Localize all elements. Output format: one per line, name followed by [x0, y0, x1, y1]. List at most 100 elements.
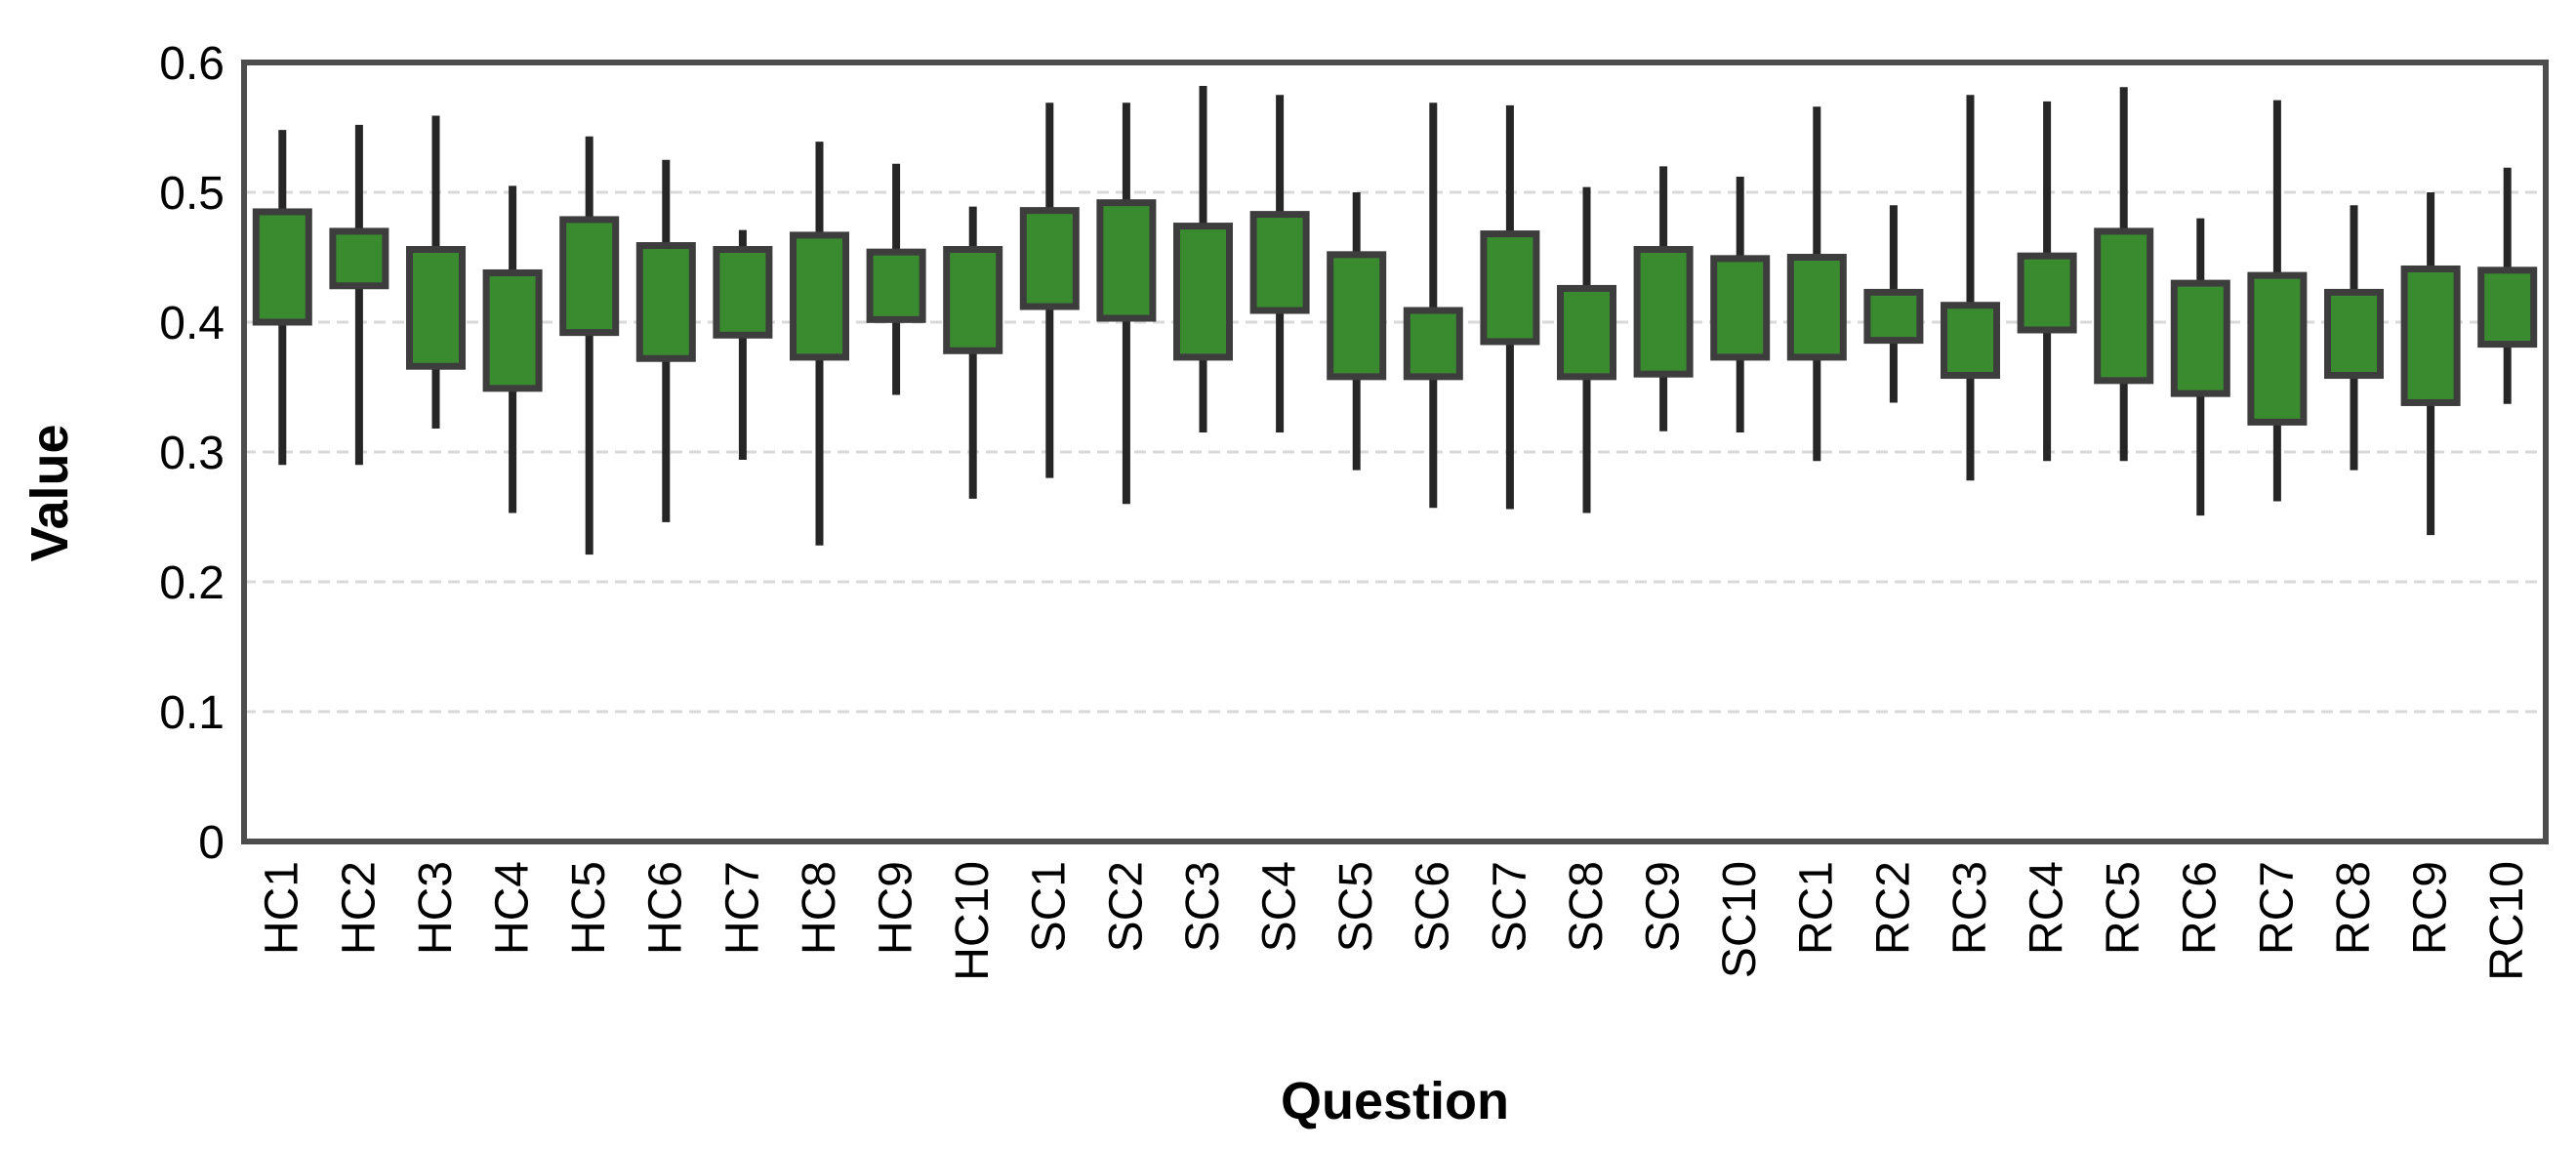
box-rect-RC4: [2017, 252, 2077, 334]
box-SC4: [1249, 95, 1310, 433]
x-axis-title: Question: [1281, 1072, 1509, 1130]
x-tick-label-RC5: RC5: [2098, 861, 2149, 955]
x-tick-label-SC5: SC5: [1330, 861, 1382, 952]
x-tick-label-HC4: HC4: [486, 861, 538, 955]
x-tick-label-RC1: RC1: [1791, 861, 1843, 955]
box-RC8: [2324, 205, 2384, 471]
x-tick-label-RC10: RC10: [2481, 861, 2533, 981]
x-tick-label-RC2: RC2: [1867, 861, 1919, 955]
box-SC5: [1327, 192, 1387, 471]
box-rect-SC6: [1403, 307, 1463, 381]
box-rect-HC4: [482, 268, 543, 392]
box-rect-HC7: [713, 246, 773, 339]
box-rect-HC10: [943, 246, 1003, 354]
box-rect-HC5: [559, 216, 620, 337]
y-tick-label-0.2: 0.2: [159, 557, 225, 609]
box-HC9: [866, 163, 926, 395]
x-tick-label-SC8: SC8: [1561, 861, 1613, 952]
box-rect-HC6: [635, 242, 696, 362]
box-rect-SC1: [1019, 207, 1080, 310]
box-SC8: [1557, 186, 1616, 513]
box-RC9: [2400, 192, 2461, 536]
box-RC2: [1863, 205, 1924, 403]
y-axis-title: Value: [20, 424, 79, 561]
plot-frame-layer: [241, 60, 2549, 844]
box-rect-SC9: [1633, 246, 1694, 378]
x-tick-label-RC8: RC8: [2328, 861, 2380, 955]
y-tick-labels-layer: 0.6 0.5 0.4 0.3 0.2 0.1 0: [159, 38, 225, 869]
box-rect-HC3: [406, 246, 466, 370]
box-rect-RC8: [2324, 288, 2384, 380]
x-tick-label-RC7: RC7: [2251, 861, 2303, 955]
box-rect-SC4: [1249, 211, 1310, 314]
box-SC9: [1633, 166, 1694, 431]
box-rect-SC3: [1173, 223, 1233, 361]
x-tick-label-HC9: HC9: [870, 861, 921, 955]
x-tick-label-HC7: HC7: [716, 861, 768, 955]
box-RC5: [2094, 87, 2154, 462]
box-SC3: [1173, 85, 1233, 433]
x-tick-label-SC10: SC10: [1714, 861, 1766, 978]
box-SC1: [1019, 103, 1080, 478]
box-rect-RC10: [2477, 267, 2538, 349]
box-RC4: [2017, 101, 2077, 462]
box-rect-SC10: [1710, 255, 1771, 361]
box-rect-SC8: [1557, 284, 1616, 381]
y-tick-label-0.4: 0.4: [159, 298, 225, 349]
x-tick-label-RC3: RC3: [1944, 861, 1996, 955]
x-tick-label-RC9: RC9: [2404, 861, 2456, 955]
x-tick-label-RC6: RC6: [2175, 861, 2227, 955]
box-RC7: [2247, 100, 2308, 502]
box-SC10: [1710, 177, 1771, 433]
x-tick-label-HC6: HC6: [640, 861, 692, 955]
box-rect-RC2: [1863, 288, 1924, 345]
x-tick-label-SC1: SC1: [1024, 861, 1076, 952]
y-tick-label-0.6: 0.6: [159, 38, 225, 90]
x-tick-label-HC2: HC2: [333, 861, 385, 955]
gridlines-layer: [244, 190, 2546, 714]
plot-frame: [241, 60, 2549, 844]
box-rect-RC7: [2247, 271, 2308, 426]
box-rect-RC1: [1786, 254, 1847, 361]
box-HC2: [329, 124, 389, 466]
box-HC1: [252, 130, 312, 466]
box-HC3: [406, 115, 466, 430]
box-SC6: [1403, 103, 1463, 509]
x-tick-label-SC3: SC3: [1177, 861, 1229, 952]
box-rect-SC7: [1480, 230, 1540, 346]
box-rect-HC2: [329, 227, 389, 290]
box-RC3: [1941, 95, 2000, 481]
box-HC10: [943, 206, 1003, 499]
box-rect-RC9: [2400, 265, 2461, 406]
box-rect-HC9: [866, 248, 926, 323]
box-HC7: [713, 229, 773, 460]
box-rect-RC3: [1941, 302, 2000, 380]
y-tick-label-0.5: 0.5: [159, 168, 225, 220]
box-SC2: [1096, 103, 1157, 505]
x-tick-label-SC9: SC9: [1637, 861, 1689, 952]
x-tick-label-HC5: HC5: [563, 861, 615, 955]
x-tick-label-SC2: SC2: [1100, 861, 1152, 952]
box-HC4: [482, 185, 543, 513]
box-rect-HC1: [252, 208, 312, 326]
x-tick-label-HC3: HC3: [410, 861, 462, 955]
box-rect-SC2: [1096, 199, 1157, 322]
y-tick-label-0: 0: [198, 817, 225, 869]
box-rect-RC5: [2094, 227, 2154, 385]
box-rect-SC5: [1327, 251, 1387, 381]
box-series-layer: [252, 85, 2538, 555]
x-tick-label-SC6: SC6: [1408, 861, 1459, 952]
box-RC6: [2170, 218, 2230, 516]
box-rect-RC6: [2170, 279, 2230, 397]
x-tick-label-HC10: HC10: [947, 861, 999, 981]
x-tick-label-RC4: RC4: [2021, 861, 2072, 955]
box-HC6: [635, 159, 696, 522]
x-tick-label-SC7: SC7: [1484, 861, 1535, 952]
x-tick-label-HC1: HC1: [257, 861, 308, 955]
y-tick-label-0.3: 0.3: [159, 428, 225, 479]
y-tick-label-0.1: 0.1: [159, 687, 225, 739]
x-tick-label-HC8: HC8: [794, 861, 845, 955]
x-tick-labels-layer: HC1 HC2 HC3 HC4 HC5 HC6 HC7 HC8 HC9 HC10 SC1 SC2 SC3…: [257, 861, 2533, 981]
